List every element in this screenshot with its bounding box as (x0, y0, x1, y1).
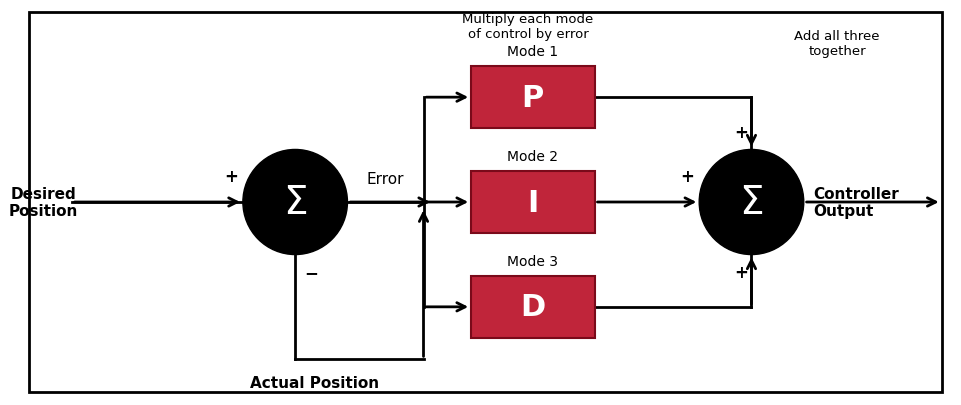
Text: $\Sigma$: $\Sigma$ (283, 183, 307, 222)
Text: P: P (521, 83, 543, 112)
Text: Controller
Output: Controller Output (812, 186, 899, 219)
Text: +: + (679, 167, 694, 185)
Text: I: I (527, 188, 538, 217)
FancyBboxPatch shape (471, 171, 594, 234)
Text: Actual Position: Actual Position (249, 375, 379, 390)
Text: $\Sigma$: $\Sigma$ (739, 183, 763, 222)
Text: −: − (304, 263, 317, 281)
Text: Mode 1: Mode 1 (506, 45, 557, 59)
Text: Desired
Position: Desired Position (9, 186, 78, 219)
Ellipse shape (699, 150, 803, 255)
Text: D: D (520, 293, 545, 322)
FancyBboxPatch shape (29, 13, 941, 392)
Text: Mode 3: Mode 3 (506, 254, 557, 268)
FancyBboxPatch shape (471, 67, 594, 129)
Text: Error: Error (366, 171, 404, 186)
Text: Multiply each mode
of control by error: Multiply each mode of control by error (462, 13, 593, 41)
Text: +: + (733, 263, 747, 281)
Text: Add all three
together: Add all three together (794, 30, 879, 58)
FancyBboxPatch shape (471, 276, 594, 338)
Text: +: + (733, 124, 747, 142)
Text: Mode 2: Mode 2 (506, 149, 557, 163)
Ellipse shape (242, 150, 347, 255)
Text: +: + (224, 167, 238, 185)
